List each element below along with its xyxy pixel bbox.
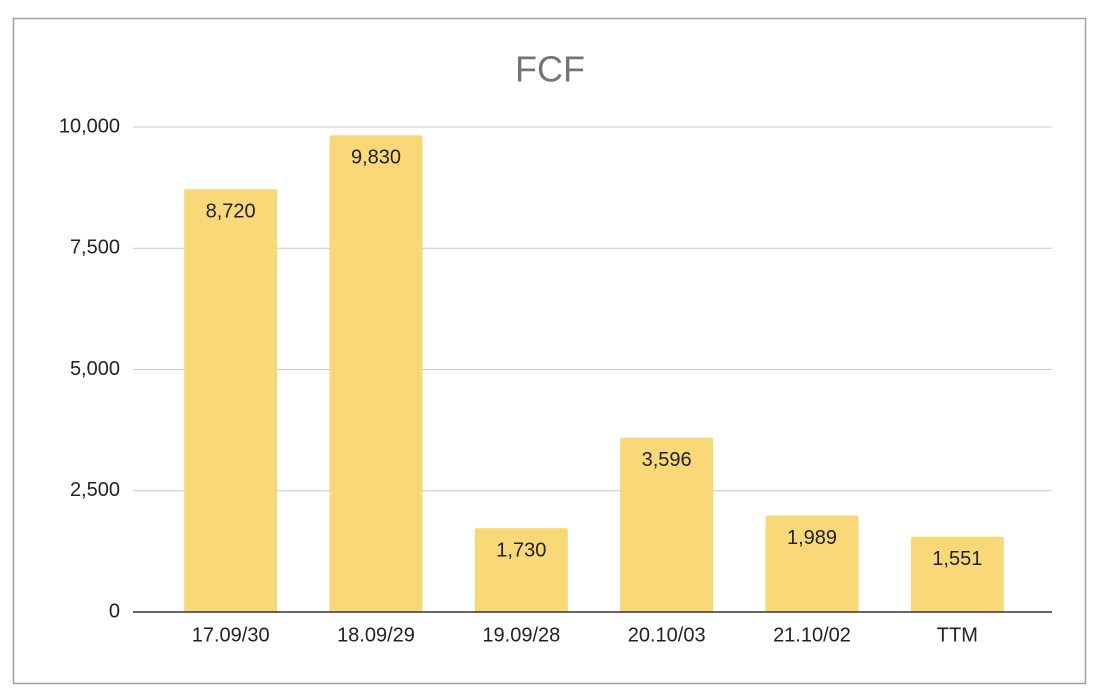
chart-title: FCF (515, 49, 585, 90)
x-tick-label: 17.09/30 (192, 624, 270, 646)
value-label: 9,830 (351, 147, 401, 169)
bar (474, 528, 568, 612)
x-tick-label: 20.10/03 (628, 624, 706, 646)
value-label: 1,989 (787, 527, 837, 549)
bar (765, 515, 859, 612)
value-label: 3,596 (642, 449, 692, 471)
value-label: 1,551 (932, 548, 982, 570)
y-tick-label: 10,000 (59, 115, 120, 137)
value-label: 1,730 (496, 539, 546, 561)
bar (910, 536, 1004, 612)
y-tick-label: 7,500 (70, 237, 120, 259)
bar (184, 189, 278, 612)
value-label: 8,720 (206, 200, 256, 222)
x-tick-label: 18.09/29 (337, 624, 415, 646)
bar (620, 437, 714, 612)
x-tick-label: TTM (937, 624, 978, 646)
x-tick-label: 21.10/02 (773, 624, 851, 646)
y-tick-label: 2,500 (70, 479, 120, 501)
y-tick-label: 5,000 (70, 358, 120, 380)
bar (329, 135, 423, 612)
x-tick-label: 19.09/28 (482, 624, 560, 646)
y-tick-label: 0 (109, 600, 120, 622)
